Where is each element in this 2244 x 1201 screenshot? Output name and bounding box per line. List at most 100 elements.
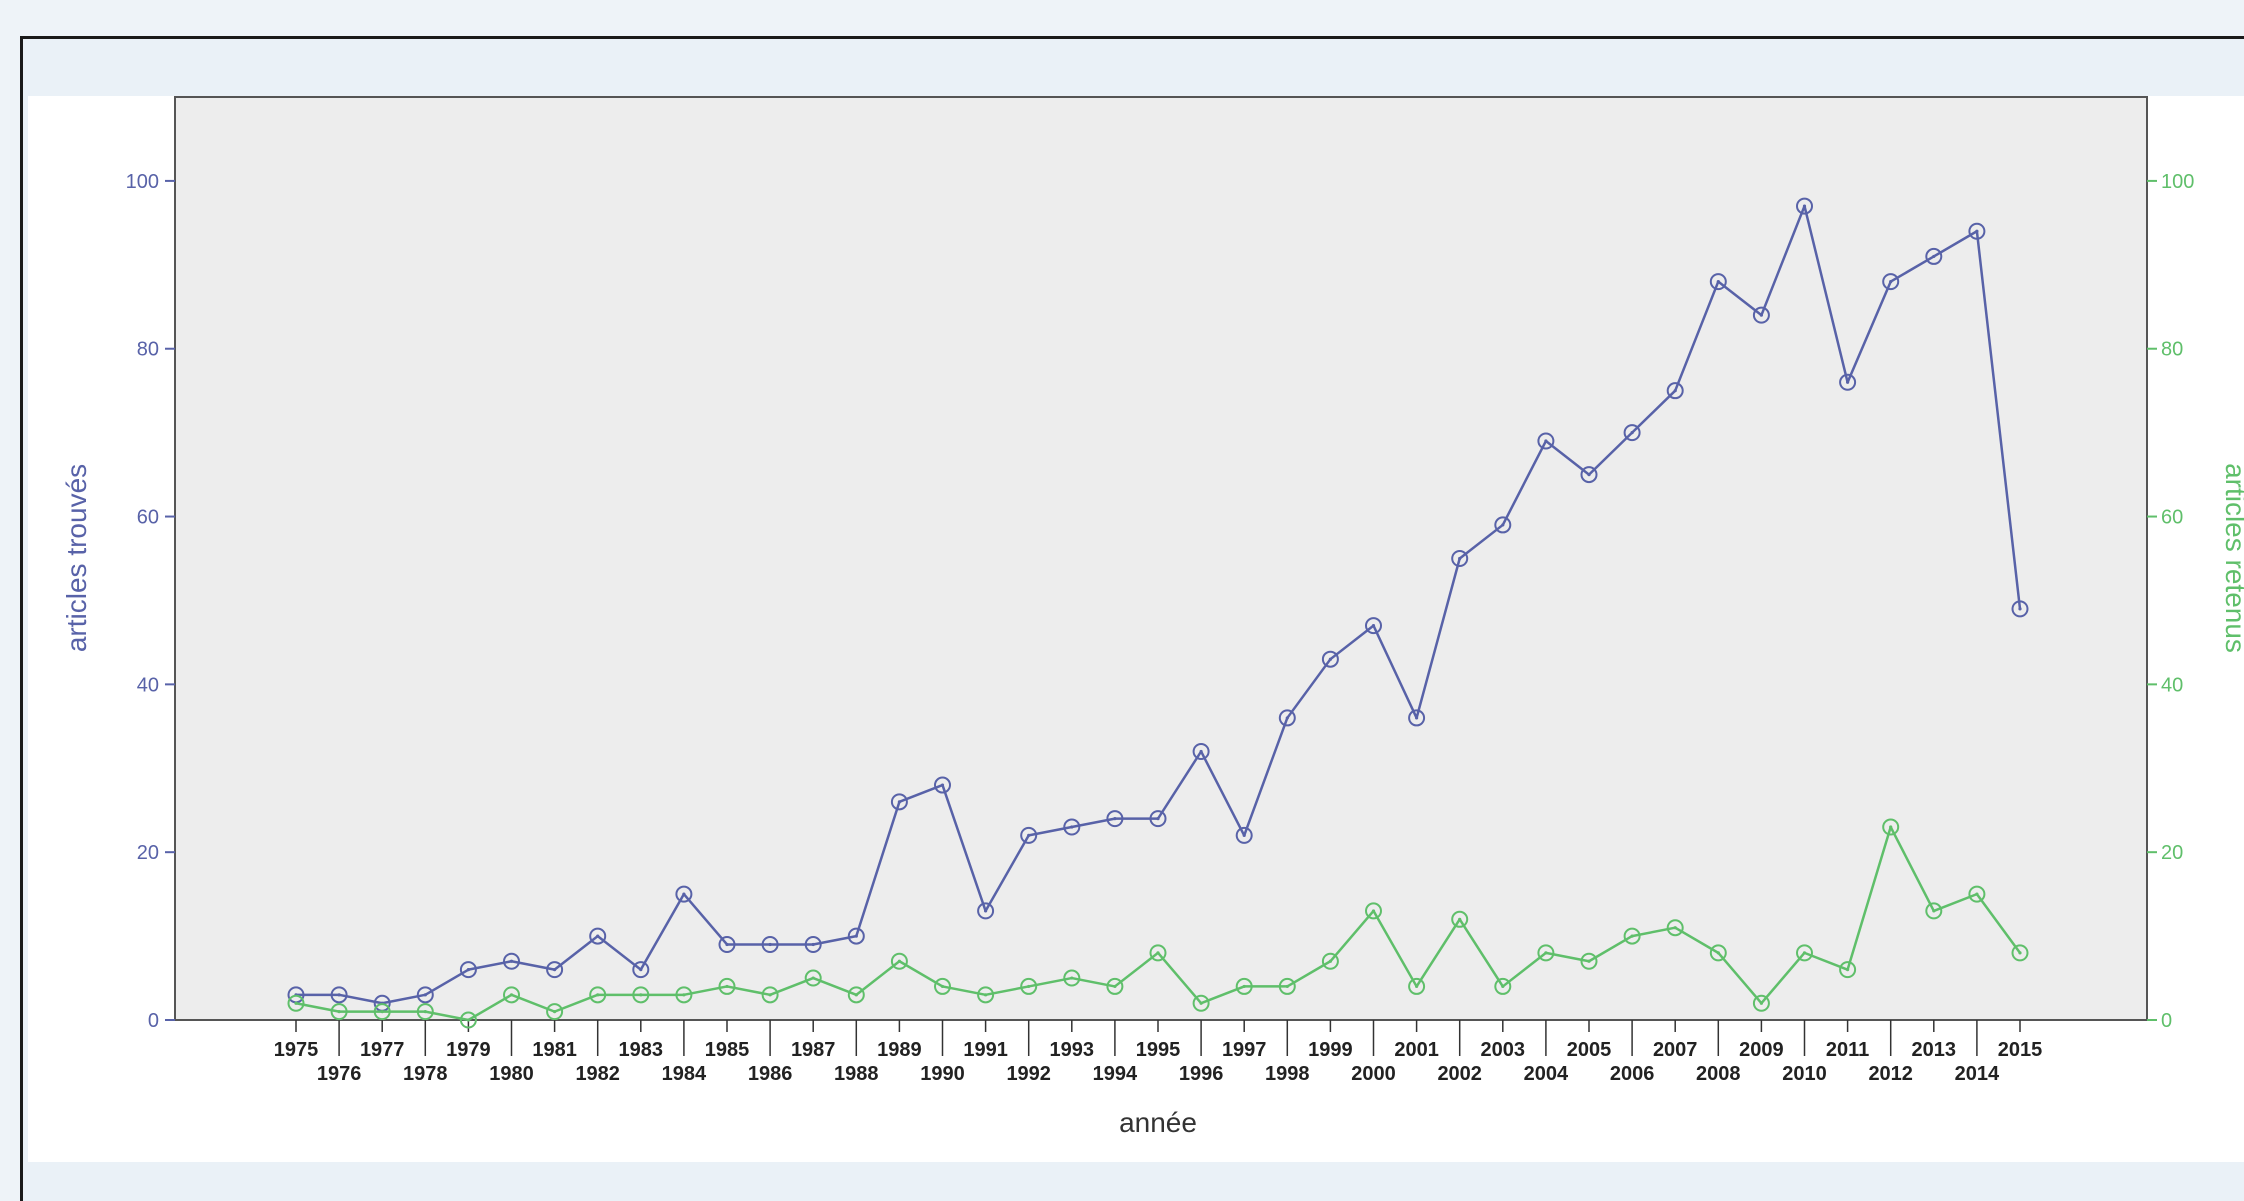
series-layer <box>287 197 2029 1029</box>
plot-area <box>174 96 2148 1021</box>
data-point-left <box>1192 742 1210 760</box>
data-point-center-right <box>639 993 643 997</box>
data-point-center-right <box>854 993 858 997</box>
data-point-left <box>1408 709 1426 727</box>
data-point-right <box>934 977 951 995</box>
data-point-center-left <box>1415 716 1419 720</box>
data-point-left <box>890 793 908 811</box>
data-point-center-right <box>1846 968 1850 972</box>
data-point-right <box>1149 944 1167 962</box>
data-point-right <box>1925 902 1943 920</box>
data-point-left <box>330 986 348 1004</box>
data-point-center-left <box>940 783 945 787</box>
data-point-center-left <box>466 968 470 972</box>
left-tick-label: 40 <box>137 674 159 696</box>
data-point-left <box>1494 516 1512 534</box>
data-point-center-right <box>1242 984 1246 989</box>
x-tick-label: 1999 <box>1308 1039 1353 1061</box>
data-point-center-right <box>811 976 815 980</box>
x-tick-label: 2008 <box>1696 1063 1741 1085</box>
data-point-left <box>632 961 650 979</box>
right-tick-label: 40 <box>2161 674 2183 696</box>
data-point-right <box>589 986 607 1004</box>
data-point-center-right <box>940 984 945 989</box>
data-point-center-right <box>897 959 902 963</box>
data-point-center-left <box>1975 229 1979 233</box>
data-point-center-right <box>768 993 772 997</box>
data-point-right <box>1235 977 1253 995</box>
data-point-right <box>675 986 693 1004</box>
data-point-left <box>1020 826 1038 844</box>
x-tick-label: 1993 <box>1050 1039 1095 1061</box>
right-tick-label: 80 <box>2161 339 2183 361</box>
right-y-axis: 0 20 40 60 80 100 <box>2147 171 2194 1032</box>
data-point-center-right <box>1458 917 1462 921</box>
data-point-right <box>1580 952 1598 970</box>
x-tick-label: 2001 <box>1394 1039 1439 1061</box>
data-point-center-right <box>1070 976 1074 980</box>
data-point-left <box>1235 826 1253 844</box>
data-point-right <box>1321 952 1339 970</box>
x-tick-label: 1996 <box>1179 1063 1224 1085</box>
x-tick-label: 1994 <box>1093 1063 1138 1085</box>
x-tick-label: 1990 <box>920 1063 965 1085</box>
data-point-right <box>1494 977 1512 995</box>
data-point-right <box>287 994 305 1012</box>
data-point-left <box>1278 709 1296 727</box>
data-point-center-left <box>1759 313 1763 317</box>
data-point-center-left <box>1630 431 1634 435</box>
data-point-right <box>1666 919 1684 937</box>
data-point-center-left <box>639 968 643 972</box>
data-point-right <box>1623 927 1641 945</box>
x-tick-label: 2015 <box>1998 1039 2043 1061</box>
data-point-center-right <box>380 1010 384 1014</box>
data-point-right <box>373 1003 391 1021</box>
data-point-right <box>718 977 736 995</box>
data-point-left <box>589 927 607 945</box>
data-point-left <box>847 927 865 945</box>
data-point-center-right <box>1975 892 1979 896</box>
data-point-center-right <box>984 993 988 997</box>
left-tick-label: 60 <box>137 507 159 529</box>
data-point-right <box>1192 994 1210 1012</box>
data-point-right <box>1020 977 1038 995</box>
data-point-right <box>1796 944 1813 962</box>
data-point-left <box>1882 273 1900 291</box>
data-point-center-right <box>1328 959 1332 963</box>
x-tick-label: 1975 <box>274 1039 319 1061</box>
left-axis-title: articles trouvés <box>61 464 92 652</box>
data-point-right <box>459 1011 477 1029</box>
data-point-center-left <box>1285 716 1289 720</box>
x-tick-label: 1989 <box>877 1039 922 1061</box>
data-point-left <box>761 935 779 953</box>
x-axis-title: année <box>1119 1107 1197 1138</box>
data-point-left <box>546 961 564 979</box>
data-point-left <box>1796 197 1813 215</box>
data-point-center-left <box>1544 439 1548 443</box>
x-tick-label: 1978 <box>403 1063 448 1085</box>
data-point-left <box>1709 273 1727 291</box>
right-axis-title: articles retenus <box>2220 463 2244 653</box>
x-tick-label: 1987 <box>791 1039 836 1061</box>
data-point-center-left <box>1587 472 1591 477</box>
right-tick-label: 100 <box>2161 171 2194 193</box>
data-point-center-left <box>1242 833 1246 838</box>
data-point-right <box>330 1003 348 1021</box>
data-point-center-left <box>1070 825 1074 829</box>
data-point-center-left <box>811 942 815 947</box>
x-tick-label: 1997 <box>1222 1039 1267 1061</box>
right-tick-label: 0 <box>2161 1010 2172 1032</box>
x-tick-label: 1976 <box>317 1063 362 1085</box>
right-tick-label: 20 <box>2161 842 2183 864</box>
data-point-right <box>1882 818 1900 836</box>
left-tick-label: 0 <box>148 1010 159 1032</box>
x-tick-label: 1981 <box>532 1039 577 1061</box>
data-point-center-right <box>466 1018 470 1022</box>
data-point-center-left <box>423 993 427 997</box>
data-point-right <box>416 1003 434 1021</box>
data-point-center-left <box>854 934 858 938</box>
data-point-left <box>1537 432 1555 450</box>
data-point-center-right <box>1802 951 1807 955</box>
data-point-left <box>977 902 995 920</box>
